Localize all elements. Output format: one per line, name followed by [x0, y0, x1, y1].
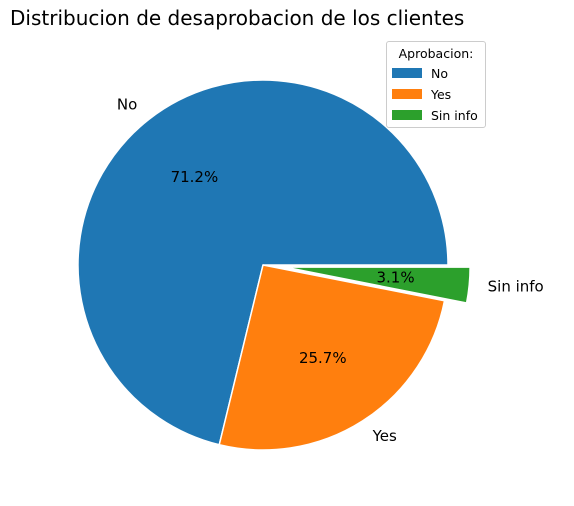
legend-label-yes: Yes	[431, 87, 451, 102]
legend-swatch-yes	[392, 89, 422, 99]
legend-swatch-sin-info	[392, 110, 422, 120]
category-label-sin-info: Sin info	[488, 277, 544, 295]
legend-item-no: No	[392, 66, 448, 80]
percent-label-sin-info: 3.1%	[377, 268, 415, 286]
legend-title: Aprobacion:	[387, 46, 485, 61]
category-label-no: No	[117, 95, 137, 113]
legend-label-no: No	[431, 66, 448, 81]
percent-label-no: 71.2%	[171, 168, 219, 186]
percent-label-yes: 25.7%	[299, 349, 347, 367]
legend: Aprobacion: No Yes Sin info	[386, 41, 486, 128]
category-label-yes: Yes	[372, 427, 397, 445]
legend-swatch-no	[392, 68, 422, 78]
legend-item-yes: Yes	[392, 87, 451, 101]
legend-item-sin-info: Sin info	[392, 108, 478, 122]
legend-label-sin-info: Sin info	[431, 108, 478, 123]
